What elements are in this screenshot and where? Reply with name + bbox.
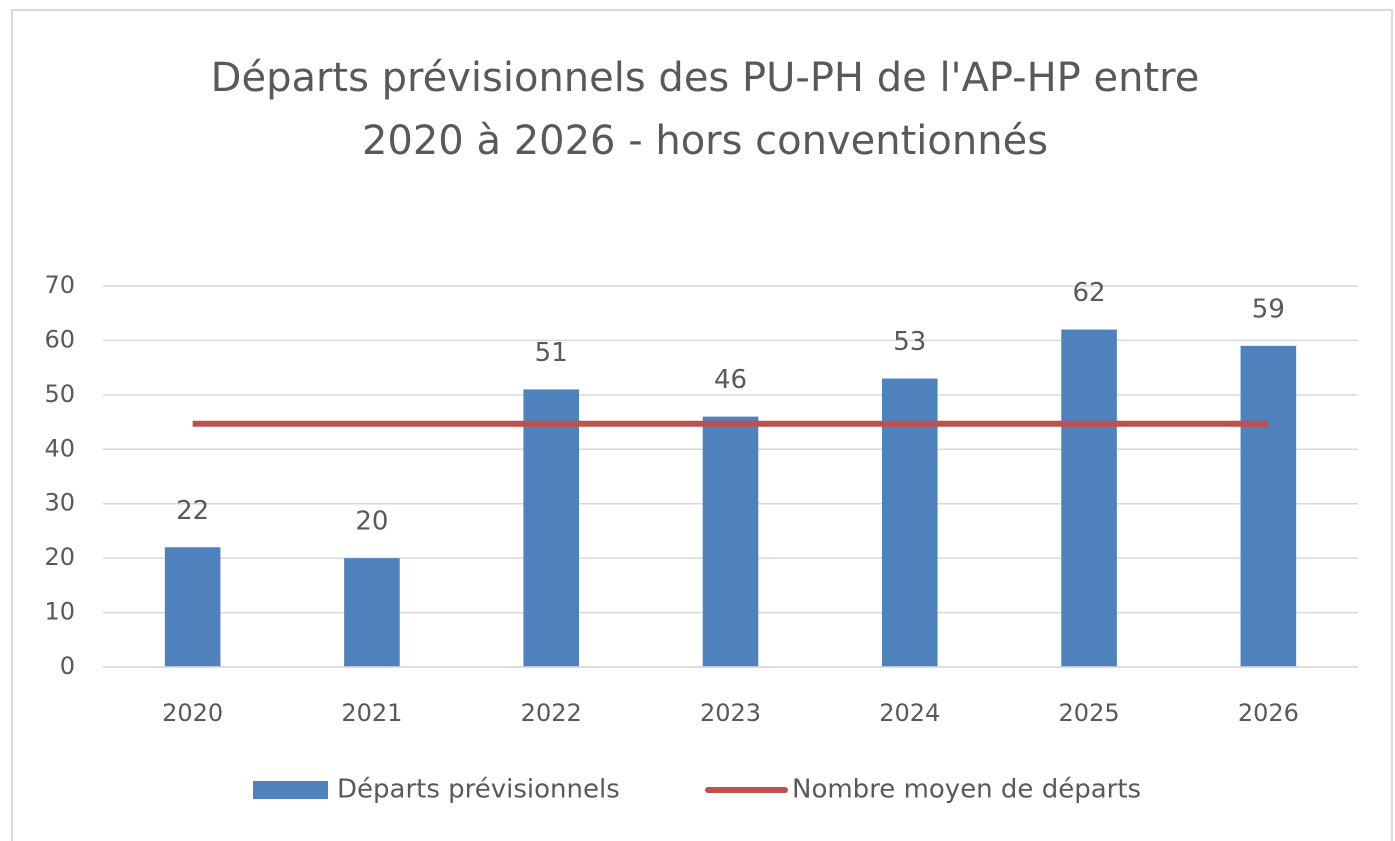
- data-label: 22: [176, 496, 209, 526]
- x-tick-label: 2026: [1238, 699, 1299, 727]
- y-tick-label: 10: [44, 598, 75, 626]
- data-label: 46: [714, 365, 747, 395]
- bar: [344, 558, 400, 667]
- y-tick-label: 70: [44, 271, 75, 299]
- data-label: 51: [535, 338, 568, 368]
- bar: [523, 389, 580, 667]
- y-tick-label: 30: [44, 489, 75, 517]
- chart-title: 2020 à 2026 - hors conventionnés: [362, 118, 1048, 164]
- bar: [164, 547, 221, 667]
- data-label: 53: [893, 327, 926, 357]
- y-tick-label: 50: [44, 380, 75, 408]
- chart-title: Départs prévisionnels des PU-PH de l'AP-…: [211, 55, 1200, 101]
- data-label: 62: [1073, 278, 1106, 308]
- y-tick-label: 60: [44, 325, 75, 353]
- bar: [1061, 329, 1117, 667]
- bar: [702, 416, 759, 667]
- x-tick-label: 2020: [162, 699, 223, 727]
- data-label: 59: [1252, 294, 1285, 324]
- x-tick-label: 2023: [700, 699, 761, 727]
- x-tick-label: 2021: [341, 699, 402, 727]
- legend-label: Départs prévisionnels: [337, 775, 620, 805]
- legend-label: Nombre moyen de départs: [792, 775, 1141, 805]
- x-tick-label: 2024: [879, 699, 940, 727]
- data-label: 20: [355, 507, 388, 537]
- y-tick-label: 20: [44, 543, 75, 571]
- legend-swatch: [253, 781, 328, 799]
- x-tick-label: 2022: [521, 699, 582, 727]
- y-tick-label: 40: [44, 434, 75, 462]
- bar: [1240, 345, 1297, 667]
- y-tick-label: 0: [60, 652, 75, 680]
- x-tick-label: 2025: [1059, 699, 1120, 727]
